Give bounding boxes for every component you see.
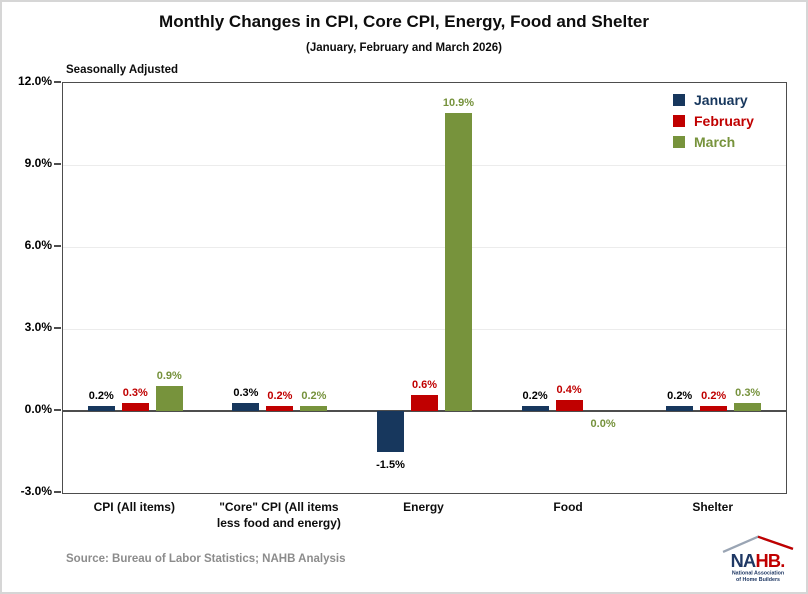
bar-january-1 [232,402,260,411]
svg-text:NAHB.: NAHB. [731,550,785,571]
bar-january-2 [377,411,404,452]
y-tick-label: 3.0% [24,320,52,334]
y-tick-label: 6.0% [24,238,52,252]
legend-swatch-icon [673,115,685,127]
y-tick-mark [54,327,61,329]
legend-item-january: January [673,93,754,107]
x-category-label: Shelter [692,500,734,514]
legend-swatch-icon [673,136,685,148]
bar-march-4 [734,402,762,411]
bar-january-4 [666,405,694,411]
chart-title: Monthly Changes in CPI, Core CPI, Energy… [159,12,649,31]
x-category-label: Food [553,500,583,514]
x-category-label: Energy [403,500,444,514]
chart-subtitle: (January, February and March 2026) [306,42,502,54]
y-tick-label: -3.0% [20,484,52,498]
seasonally-adjusted-note: Seasonally Adjusted [66,64,179,76]
bar-value-label: 0.2% [88,389,114,402]
y-tick-mark [54,245,61,247]
y-tick-mark [54,163,61,165]
y-tick-mark [54,409,61,411]
y-tick-mark [54,81,61,83]
bar-february-1 [266,405,294,411]
y-tick-label: 12.0% [17,74,52,88]
legend-item-february: February [673,114,754,128]
x-category-label: CPI (All items) [93,500,175,514]
gridline [63,165,786,166]
logo-roof-accent-icon [757,535,794,550]
bar-value-label: 0.3% [233,386,259,399]
bar-value-label: 0.2% [701,389,727,402]
bar-value-label: 0.2% [522,389,548,402]
bar-value-label: 0.2% [267,389,293,402]
gridline [63,329,786,330]
gridline [63,247,786,248]
legend-swatch-icon [673,94,685,106]
bar-january-0 [87,405,115,411]
bar-value-label: 0.2% [301,389,327,402]
zero-axis-line [63,410,786,412]
bar-value-label: 0.6% [411,378,438,391]
bar-january-3 [521,405,549,411]
bar-march-0 [155,386,183,411]
legend-item-march: March [673,135,754,149]
legend-label: January [694,92,748,108]
legend-label: March [694,134,736,150]
bar-value-label: 0.3% [122,386,148,399]
y-tick-mark [54,491,61,493]
logo-na: NA [731,550,756,571]
bar-february-3 [555,400,583,411]
logo-hb: HB. [755,550,784,571]
x-axis-labels: CPI (All items) "Core" CPI (All items les… [62,499,785,531]
logo-tagline-2: of Home Builders [736,577,780,583]
bar-value-label: 10.9% [442,97,475,110]
bar-value-label: 0.2% [667,389,693,402]
logo-tagline-1: National Association [732,571,784,577]
x-category-label: "Core" CPI (All items less food and ener… [216,500,341,531]
bar-march-1 [300,405,328,411]
bar-value-label: 0.3% [735,386,761,399]
bar-february-0 [121,402,149,411]
bar-february-2 [411,394,438,411]
bar-value-label: 0.0% [590,418,616,430]
source-note: Source: Bureau of Labor Statistics; NAHB… [66,553,346,565]
bar-february-4 [700,405,728,411]
legend: January February March [673,93,754,156]
bar-march-2 [445,113,472,411]
bar-value-label: -1.5% [376,459,405,471]
y-tick-label: 9.0% [24,156,52,170]
nahb-logo: NAHB. National Association of Home Build… [722,535,794,583]
plot-area: January February March 0.2% 0.3% 0.9% 0.3% 0.2… [62,82,787,494]
bar-value-label: 0.9% [156,370,182,383]
bar-value-label: 0.4% [556,384,582,397]
legend-label: February [694,113,754,129]
y-tick-label: 0.0% [24,402,52,416]
